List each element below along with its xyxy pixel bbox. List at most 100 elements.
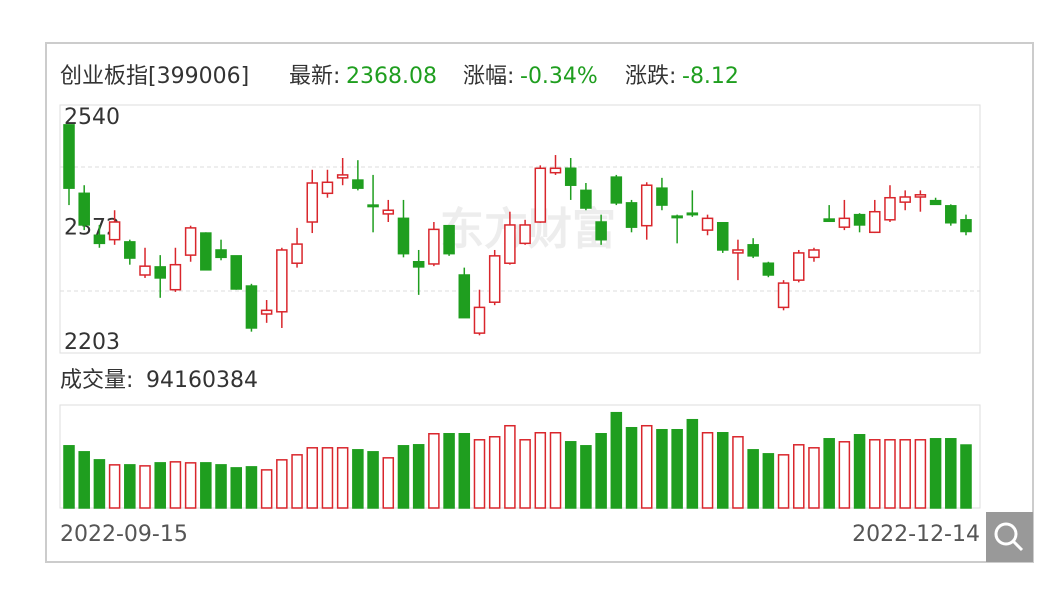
volume-bar (929, 438, 942, 509)
candle-body (945, 205, 957, 224)
volume-bar (914, 439, 927, 509)
volume-bar (625, 426, 638, 509)
candle-body (504, 224, 516, 264)
candle-body (732, 249, 744, 254)
candle-body (352, 179, 364, 189)
candle-body (428, 228, 440, 265)
volume-bar (869, 439, 881, 509)
candle-body (960, 219, 972, 233)
volume-bar (124, 464, 136, 509)
volume-bar (610, 411, 623, 509)
volume-bar (762, 453, 775, 509)
candle-body (184, 227, 197, 256)
candle-body (124, 241, 136, 259)
volume-bar (686, 418, 699, 509)
volume-bar (382, 457, 395, 509)
volume-bar (397, 445, 410, 509)
candle-body (367, 204, 379, 208)
volume-bar (139, 465, 151, 509)
index-name: 创业板指[399006] (60, 64, 249, 89)
volume-label: 成交量: (60, 368, 133, 393)
candle-body (78, 192, 90, 226)
volume-bar (580, 445, 592, 509)
candle-body (777, 282, 790, 309)
candle-body (762, 262, 775, 276)
candle-body (899, 196, 911, 203)
volume-bar (63, 445, 75, 509)
candle-body (701, 217, 714, 231)
candle-body (610, 176, 623, 204)
candle-body (397, 217, 410, 255)
candle-body (230, 255, 243, 290)
latest-value: 2368.08 (346, 64, 437, 89)
candle-body (260, 309, 273, 315)
candle-body (716, 221, 729, 251)
change-pct-value: -0.34% (520, 64, 598, 89)
volume-bar (352, 449, 364, 509)
volume-bar (656, 428, 668, 509)
volume-bar (443, 433, 455, 509)
volume-bar (276, 459, 288, 509)
volume-bar (473, 439, 486, 509)
volume-bar (549, 432, 562, 509)
volume-bar (306, 447, 319, 509)
candle-body (580, 189, 592, 209)
candle-body (306, 182, 319, 223)
volume-bar (701, 432, 714, 509)
candle-body (808, 249, 820, 259)
volume-bar (169, 461, 182, 509)
candle-body (63, 124, 75, 189)
candle-body (838, 217, 851, 228)
candle-body (488, 255, 501, 303)
x-tick-label: 2022-12-14 (852, 522, 980, 547)
search-icon-handle[interactable] (1011, 539, 1024, 552)
change-value: -8.12 (682, 64, 739, 89)
volume-bar (792, 444, 805, 509)
latest-label: 最新: (289, 64, 340, 89)
volume-bar (838, 441, 851, 509)
volume-bar (899, 439, 911, 509)
candle-body (443, 224, 455, 255)
volume-bar (853, 434, 866, 509)
volume-bar (504, 424, 516, 509)
candle-body (321, 181, 334, 195)
candle-body (473, 306, 486, 334)
candle-body (519, 224, 531, 245)
candle-body (656, 187, 668, 206)
volume-bar (215, 464, 227, 509)
search-icon[interactable] (994, 522, 1018, 546)
volume-bar (488, 436, 501, 509)
volume-bar (640, 424, 653, 509)
candle-body (853, 213, 866, 226)
candle-body (929, 199, 942, 206)
candle-body (564, 167, 577, 186)
candle-body (884, 196, 896, 221)
candle-body (412, 260, 425, 268)
candle-body (792, 252, 805, 281)
volume-bar (108, 464, 121, 509)
candle-body (200, 232, 212, 271)
volume-bar (184, 462, 197, 509)
volume-bar (336, 447, 349, 509)
candle-body (671, 215, 683, 219)
volume-bar (732, 436, 744, 509)
volume-bar (291, 454, 303, 509)
volume-bar (777, 454, 790, 509)
candle-body (276, 249, 288, 313)
candle-body (534, 167, 547, 223)
search-bg[interactable] (986, 512, 1033, 562)
candle-body (458, 274, 471, 319)
candle-body (139, 265, 151, 276)
volume-bar (716, 432, 729, 509)
candle-body (914, 194, 927, 198)
volume-bar (412, 444, 425, 509)
volume-bar (260, 469, 273, 509)
change-pct-label: 涨幅: (463, 64, 514, 89)
volume-bar (960, 444, 972, 509)
volume-bar (78, 451, 90, 509)
search-button[interactable] (986, 512, 1033, 562)
candle-body (686, 212, 699, 216)
candle-body (823, 218, 835, 223)
volume-bar (245, 466, 258, 509)
volume-bar (321, 447, 334, 509)
